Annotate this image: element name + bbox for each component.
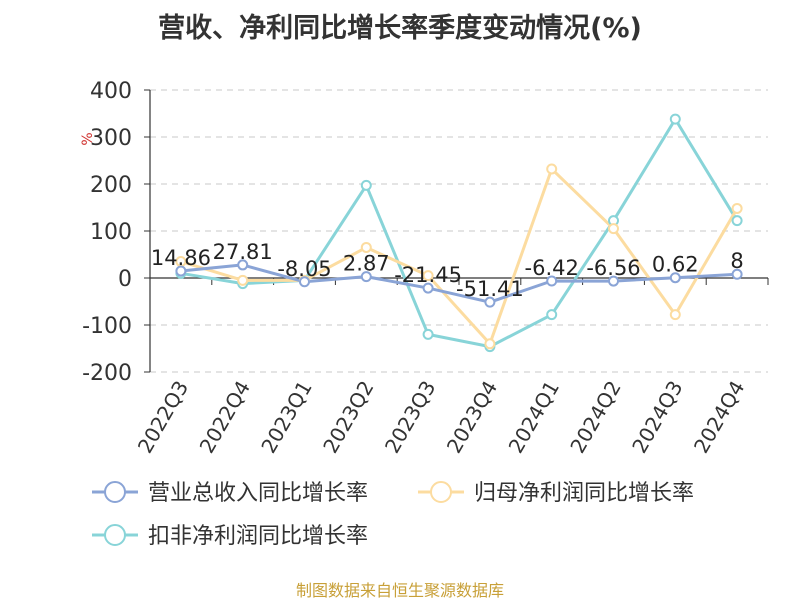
legend-label: 扣非净利润同比增长率 xyxy=(148,524,368,549)
data-label: -51.41 xyxy=(456,277,524,301)
chart-title: 营收、净利同比增长率季度变动情况(%) xyxy=(158,13,642,44)
data-point xyxy=(299,276,310,288)
y-tick-label: 300 xyxy=(90,126,132,151)
data-label: 27.81 xyxy=(213,240,273,264)
legend-marker xyxy=(104,481,126,503)
data-point xyxy=(484,338,496,350)
data-label: -6.56 xyxy=(586,256,640,280)
data-point xyxy=(669,113,681,125)
x-tick-label: 2022Q4 xyxy=(195,377,255,458)
data-point xyxy=(546,309,558,321)
data-point xyxy=(731,202,743,214)
data-point xyxy=(669,309,681,321)
y-axis-label: % xyxy=(80,132,96,145)
x-tick-label: 2023Q1 xyxy=(256,377,316,458)
data-point xyxy=(608,223,619,235)
data-point xyxy=(422,270,434,282)
data-label: -8.05 xyxy=(277,257,331,281)
y-tick-label: 0 xyxy=(118,267,132,292)
data-point xyxy=(608,275,619,287)
legend-label: 归母净利润同比增长率 xyxy=(474,481,694,506)
x-tick-label: 2022Q3 xyxy=(133,377,193,458)
data-point xyxy=(237,259,249,271)
legend-marker xyxy=(430,481,452,503)
x-tick-label: 2023Q3 xyxy=(380,376,440,457)
y-tick-label: 200 xyxy=(90,173,132,198)
data-label: -6.42 xyxy=(525,256,579,280)
legend-label: 营业总收入同比增长率 xyxy=(148,481,368,506)
data-point xyxy=(731,268,743,280)
x-tick-label: 2024Q3 xyxy=(627,377,687,458)
y-tick-label: -200 xyxy=(82,361,132,386)
x-tick-label: 2024Q4 xyxy=(689,377,749,458)
legend-marker xyxy=(104,524,126,546)
data-point xyxy=(422,282,434,294)
data-point xyxy=(546,275,558,287)
series-line xyxy=(180,167,739,346)
data-point xyxy=(731,215,743,227)
x-tick-label: 2023Q4 xyxy=(442,377,502,458)
y-tick-label: 400 xyxy=(90,79,132,104)
x-tick-label: 2024Q1 xyxy=(504,377,564,458)
data-point xyxy=(237,274,249,286)
y-tick-label: 100 xyxy=(90,220,132,245)
y-tick-label: -100 xyxy=(82,314,132,339)
data-point xyxy=(669,272,681,284)
data-label: 0.62 xyxy=(652,253,699,277)
data-point xyxy=(360,271,372,283)
data-point xyxy=(175,265,187,277)
series-line xyxy=(180,263,738,304)
data-point xyxy=(484,296,496,308)
data-point xyxy=(360,179,372,191)
data-label: 14.86 xyxy=(151,246,211,270)
series-line xyxy=(180,117,739,349)
data-point xyxy=(422,328,434,340)
x-tick-label: 2023Q2 xyxy=(318,377,378,458)
data-point xyxy=(546,163,558,175)
data-point xyxy=(360,241,372,253)
data-label: -21.45 xyxy=(394,263,462,287)
data-label: 2.87 xyxy=(343,252,390,276)
source-footer: 制图数据来自恒生聚源数据库 xyxy=(295,581,504,600)
data-label: 8 xyxy=(730,249,743,273)
x-tick-label: 2024Q2 xyxy=(565,377,625,458)
